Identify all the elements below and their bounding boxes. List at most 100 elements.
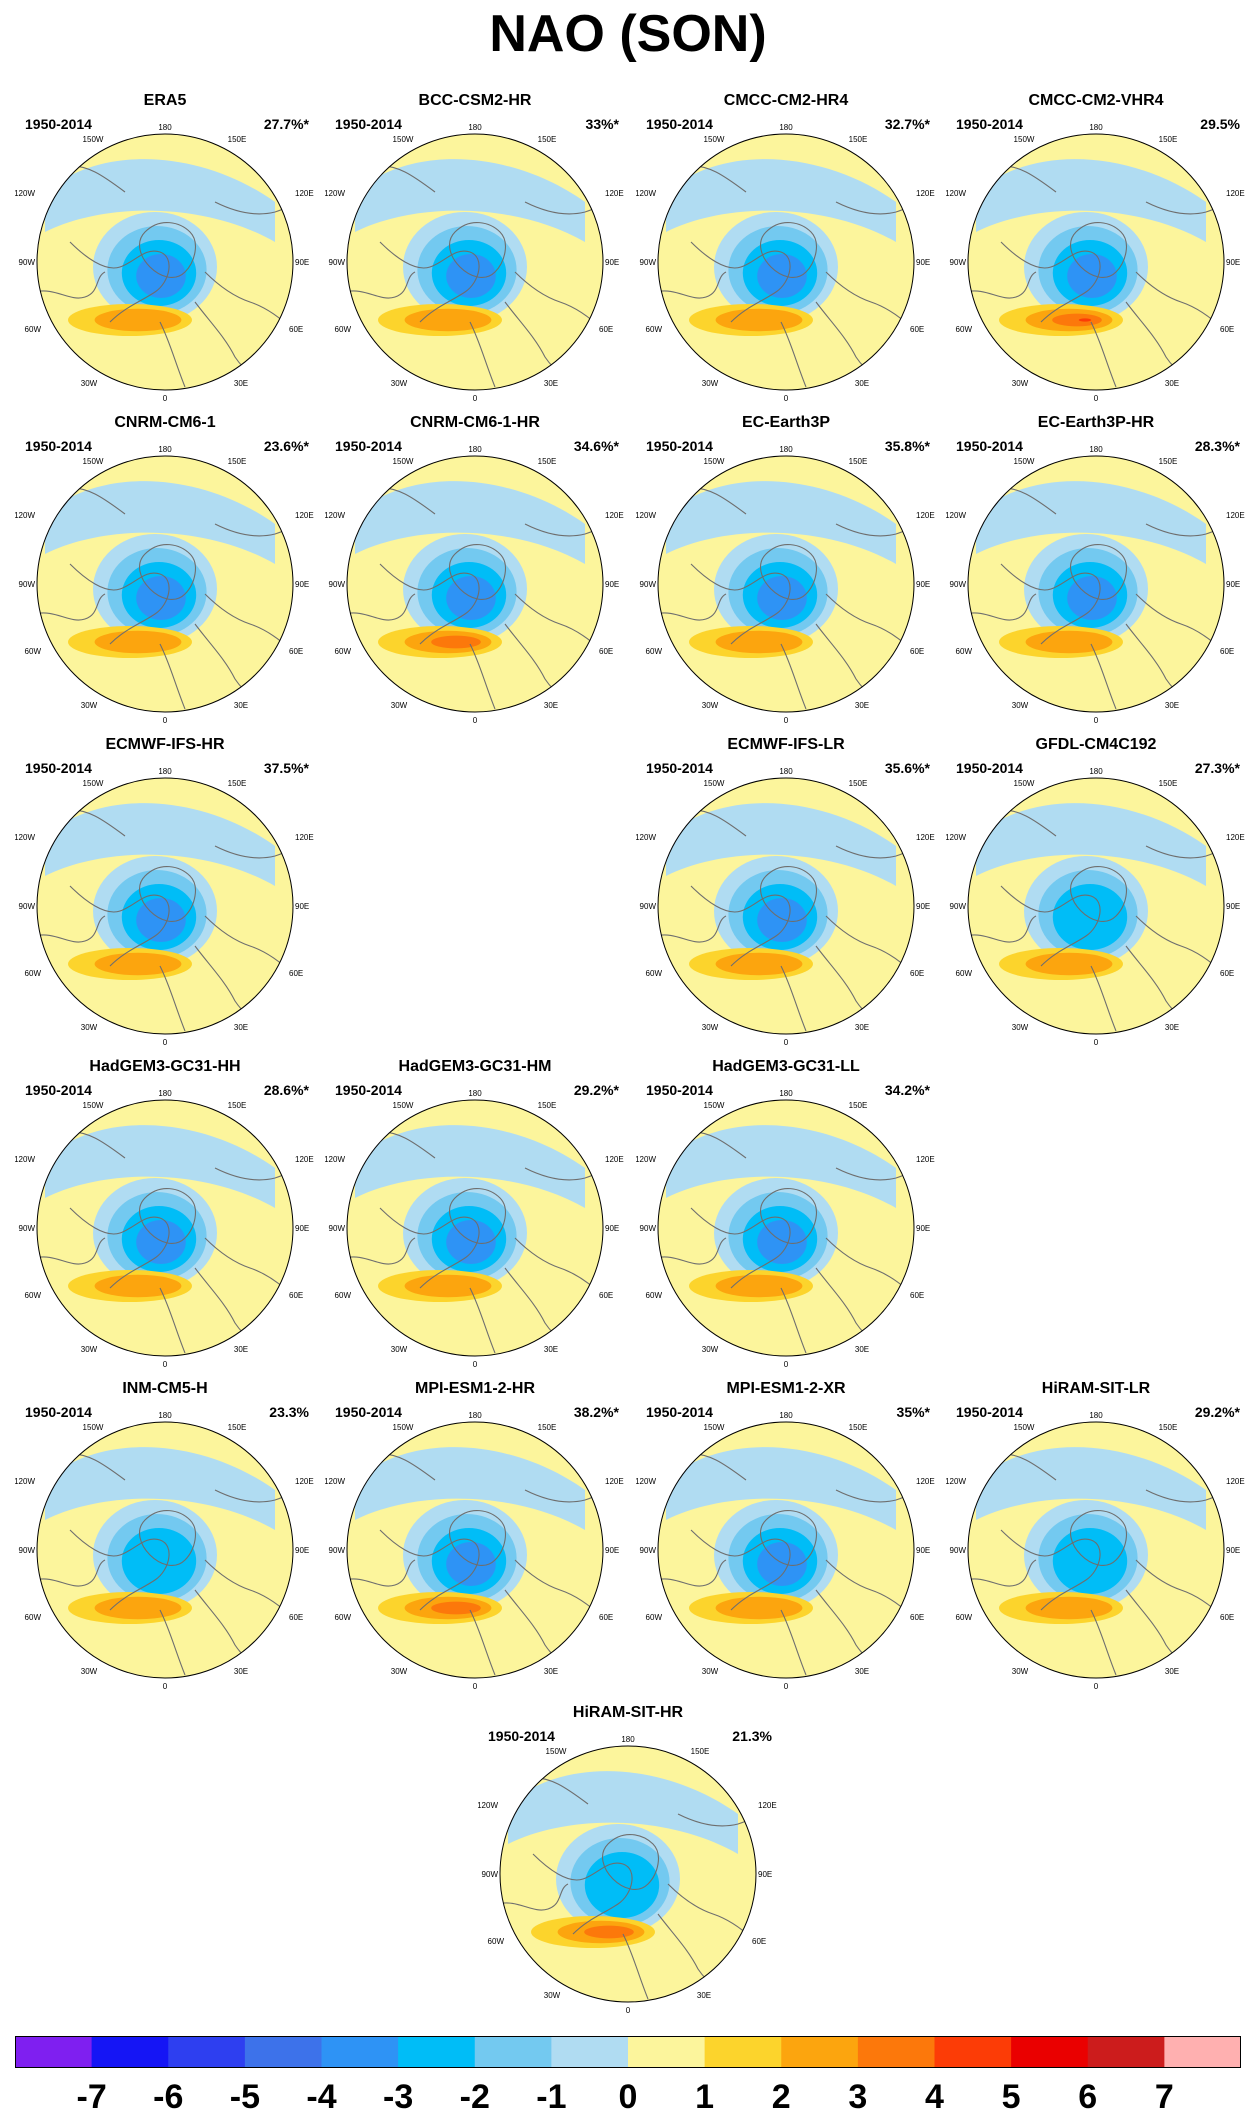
coastline <box>469 1609 496 1676</box>
map-panel: HadGEM3-GC31-LL 1950-2014 34.2%* 180 0 150W 15… <box>636 1058 936 1368</box>
coastline <box>37 915 106 943</box>
longitude-label: 30E <box>855 1023 869 1032</box>
longitude-label: 120W <box>946 189 966 198</box>
longitude-label: 180 <box>468 1411 482 1420</box>
longitude-label: 90W <box>329 1546 346 1555</box>
longitude-label: 60W <box>335 647 352 656</box>
coastline <box>760 1188 817 1244</box>
negative-anomaly-region <box>976 803 1206 886</box>
longitude-label: 30E <box>855 1345 869 1354</box>
colorbar-tick-label: -2 <box>459 2078 490 2116</box>
longitude-label: 150W <box>83 779 104 788</box>
panel-title: CNRM-CM6-1 <box>114 414 216 431</box>
map-panel: CMCC-CM2-VHR4 1950-2014 29.5% 180 0 150W 150E 1… <box>946 92 1246 402</box>
polar-map: 180 0 150W 150E 120W 120E 90W 90E 60W 60E 30W 30E <box>325 445 624 724</box>
longitude-label: 120E <box>605 189 624 198</box>
map-panel: ECMWF-IFS-LR 1950-2014 35.6%* 180 0 150W 150E 1… <box>636 736 936 1046</box>
longitude-label: 90E <box>1226 1546 1240 1555</box>
panel-variance: 34.2%* <box>884 1082 930 1098</box>
longitude-label: 90W <box>19 580 36 589</box>
coastline <box>760 544 817 600</box>
longitude-label: 150W <box>1014 135 1035 144</box>
coastline <box>379 241 480 323</box>
longitude-label: 120W <box>15 511 35 520</box>
longitude-label: 120E <box>916 189 935 198</box>
longitude-label: 90E <box>295 1546 309 1555</box>
panel-period: 1950-2014 <box>956 760 1023 776</box>
coastline <box>690 1207 791 1289</box>
panel-period: 1950-2014 <box>488 1728 555 1744</box>
map-border <box>36 777 294 1035</box>
longitude-label: 120W <box>325 511 345 520</box>
longitude-label: 120E <box>1226 189 1245 198</box>
negative-anomaly-region <box>45 481 275 564</box>
coastline <box>214 518 293 537</box>
longitude-label: 120E <box>916 833 935 842</box>
longitude-label: 120W <box>946 1477 966 1486</box>
coastline <box>780 1609 807 1676</box>
longitude-label: 90W <box>640 902 657 911</box>
coastline <box>37 271 106 299</box>
colorbar-segment <box>474 2036 552 2068</box>
map-border <box>967 777 1225 1035</box>
coastline <box>524 1484 603 1503</box>
longitude-label: 90E <box>758 1870 772 1879</box>
longitude-label: 150W <box>1014 457 1035 466</box>
longitude-label: 150E <box>538 457 557 466</box>
longitude-label: 60E <box>752 1937 766 1946</box>
coastline <box>658 271 727 299</box>
panel-title: EC-Earth3P-HR <box>1037 414 1155 431</box>
longitude-label: 60E <box>910 325 924 334</box>
longitude-label: 30W <box>81 701 98 710</box>
longitude-label: 30W <box>81 1023 98 1032</box>
coastline <box>37 1559 106 1587</box>
longitude-label: 120W <box>15 1155 35 1164</box>
coastline <box>658 1559 727 1587</box>
longitude-label: 60W <box>956 647 973 656</box>
polar-map: 180 0 150W 150E 120W 120E 90W 90E 60W 60E 30W 30E <box>946 767 1245 1046</box>
coastline <box>449 544 506 600</box>
figure-title: NAO (SON) <box>489 5 767 63</box>
longitude-label: 60W <box>25 647 42 656</box>
coastline <box>760 222 817 278</box>
map-panel: INM-CM5-H 1950-2014 23.3% 180 0 150W 150E 120W 1… <box>15 1380 315 1690</box>
longitude-label: 60W <box>25 325 42 334</box>
map-border <box>967 455 1225 713</box>
longitude-label: 180 <box>779 445 793 454</box>
coastline <box>1070 544 1127 600</box>
longitude-label: 30W <box>391 1667 408 1676</box>
longitude-label: 180 <box>158 123 172 132</box>
longitude-label: 180 <box>1089 767 1103 776</box>
longitude-label: 150W <box>1014 1423 1035 1432</box>
panel-title: BCC-CSM2-HR <box>418 92 532 109</box>
longitude-label: 60E <box>910 969 924 978</box>
panel-variance: 34.6%* <box>573 438 619 454</box>
longitude-label: 120W <box>15 189 35 198</box>
longitude-label: 120E <box>1226 511 1245 520</box>
map-border <box>657 777 915 1035</box>
longitude-label: 30E <box>697 1991 711 2000</box>
negative-anomaly-region <box>355 1125 585 1208</box>
coastline <box>1145 518 1224 537</box>
longitude-label: 60W <box>335 1291 352 1300</box>
colorbar-tick-label: 0 <box>618 2078 638 2116</box>
longitude-label: 150W <box>83 1101 104 1110</box>
positive-anomaly-contour <box>431 1601 481 1615</box>
coastline <box>69 563 170 645</box>
map-border <box>967 1421 1225 1679</box>
longitude-label: 150W <box>1014 779 1035 788</box>
longitude-label: 60E <box>289 1613 303 1622</box>
positive-anomaly-contour <box>584 1925 634 1939</box>
coastline <box>1090 643 1117 710</box>
polar-map: 180 0 150W 150E 120W 120E 90W 90E 60W 60E 30W 30E <box>946 123 1245 402</box>
coastline <box>968 1559 1037 1587</box>
longitude-label: 0 <box>163 1682 168 1690</box>
panel-period: 1950-2014 <box>646 116 713 132</box>
map-panel: GFDL-CM4C192 1950-2014 27.3%* 180 0 150W 150E 1… <box>946 736 1246 1046</box>
polar-map: 180 0 150W 150E 120W 120E 90W 90E 60W 60E 30W 30E <box>636 1411 935 1690</box>
longitude-label: 150E <box>228 1423 247 1432</box>
coastline <box>677 1808 756 1827</box>
longitude-label: 180 <box>158 445 172 454</box>
map-panel: BCC-CSM2-HR 1950-2014 33%* 180 0 150W 150E 120W… <box>325 92 625 402</box>
longitude-label: 120W <box>15 1477 35 1486</box>
